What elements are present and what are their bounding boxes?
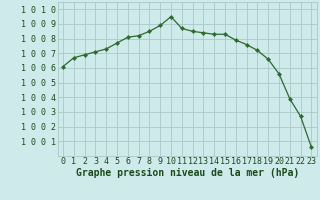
X-axis label: Graphe pression niveau de la mer (hPa): Graphe pression niveau de la mer (hPa) <box>76 168 299 178</box>
